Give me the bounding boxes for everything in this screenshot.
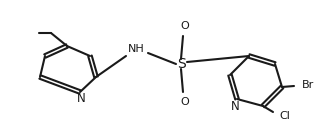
Text: NH: NH bbox=[128, 44, 144, 54]
Text: O: O bbox=[181, 97, 189, 107]
Text: N: N bbox=[77, 91, 85, 105]
Text: Br: Br bbox=[302, 80, 314, 90]
Text: S: S bbox=[176, 57, 185, 71]
Text: Cl: Cl bbox=[279, 111, 290, 121]
Text: N: N bbox=[231, 100, 239, 112]
Text: O: O bbox=[181, 21, 189, 31]
